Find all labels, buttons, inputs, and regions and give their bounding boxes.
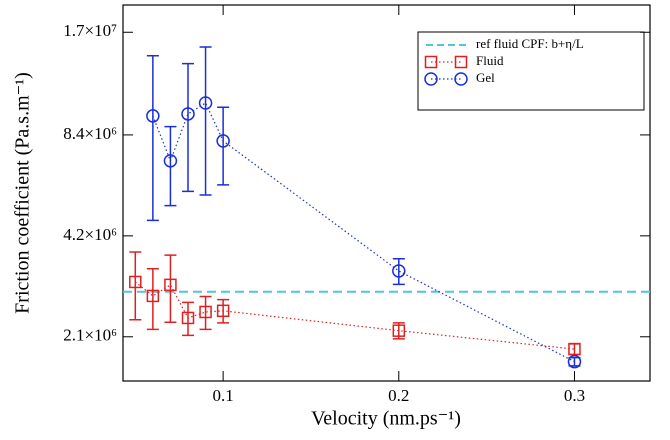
error-bar — [181, 62, 194, 193]
error-bar — [217, 298, 230, 324]
error-bar — [217, 106, 230, 186]
data-point — [181, 311, 195, 325]
error-bar — [129, 251, 142, 321]
data-point — [164, 278, 177, 292]
y-tick-label: 4.2×10⁶ — [63, 225, 117, 244]
legend-marker — [424, 55, 438, 69]
y-tick-label: 2.1×10⁶ — [63, 326, 117, 345]
legend-label: ref fluid CPF: b+η/L — [476, 36, 584, 51]
data-point — [216, 134, 230, 148]
legend-label: Gel — [476, 70, 495, 85]
y-tick-label: 1.7×10⁷ — [63, 21, 117, 40]
legend-box — [417, 31, 645, 111]
error-bar — [199, 295, 212, 331]
data-point — [216, 304, 230, 318]
x-tick-label: 0.1 — [213, 386, 234, 405]
series-line — [134, 281, 575, 350]
data-point — [199, 305, 212, 319]
data-point — [568, 342, 581, 356]
data-point — [146, 289, 160, 303]
data-point — [146, 109, 160, 123]
error-bar — [164, 254, 177, 324]
data-point — [567, 354, 582, 369]
error-bar — [568, 343, 581, 356]
legend-label: Fluid — [476, 53, 504, 68]
data-point — [129, 275, 142, 289]
y-tick-label: 8.4×10⁶ — [63, 124, 117, 143]
data-point — [392, 264, 406, 278]
x-axis-label: Velocity (nm.ps⁻¹) — [311, 408, 461, 430]
x-tick-label: 0.3 — [564, 386, 585, 405]
error-bar — [181, 301, 194, 337]
error-bar — [392, 257, 405, 286]
plot-frame — [122, 4, 651, 382]
y-axis-label: Friction coefficient (Pa.s.m⁻¹) — [12, 72, 34, 314]
error-bar — [199, 46, 212, 196]
legend-marker — [424, 72, 438, 86]
error-bar — [146, 268, 159, 331]
data-point — [181, 107, 195, 121]
data-point — [163, 154, 178, 168]
legend-marker — [454, 72, 468, 86]
data-point — [392, 324, 406, 337]
series-line — [152, 102, 575, 363]
error-bar — [146, 54, 159, 222]
data-point — [198, 96, 213, 110]
legend-marker — [454, 55, 468, 69]
x-tick-label: 0.2 — [388, 386, 409, 405]
